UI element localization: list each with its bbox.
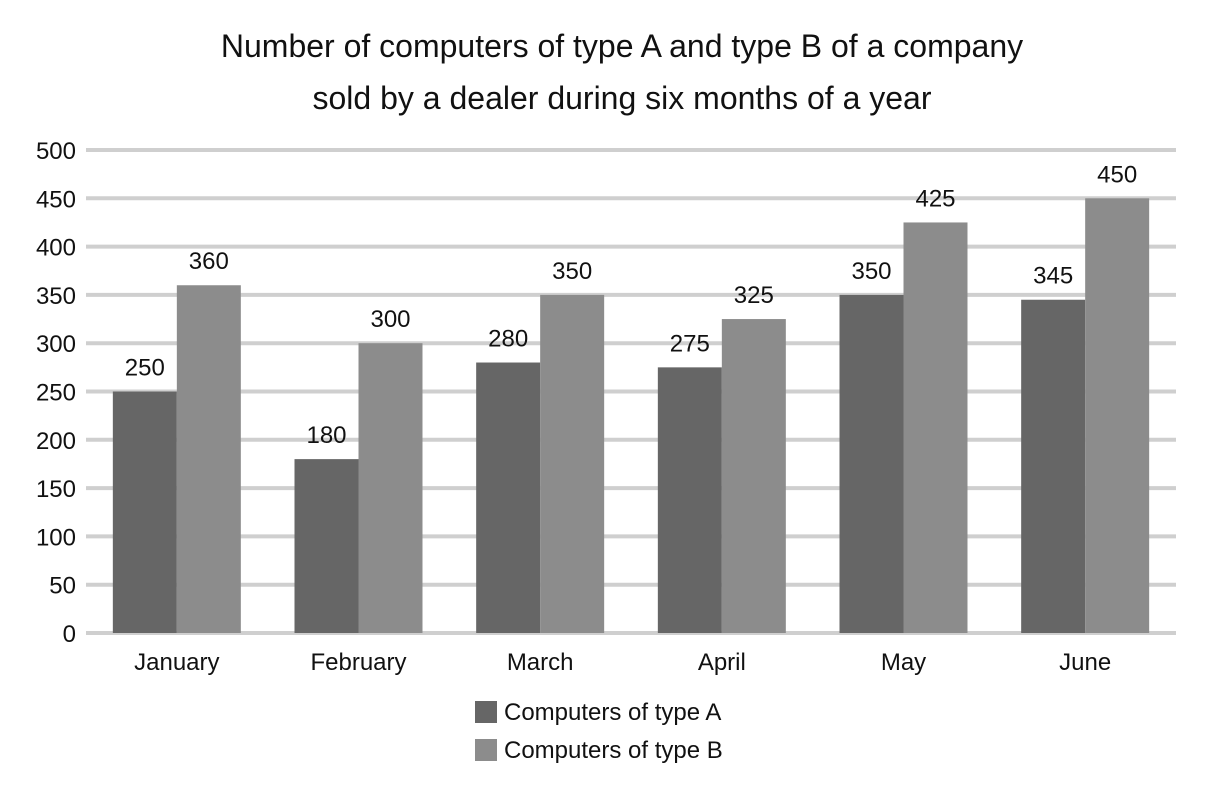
bar-type-a: [1021, 299, 1086, 633]
bar-type-b: [1085, 198, 1150, 634]
y-axis: 0 50 100 150 200 250 300 350 400 450 500: [36, 138, 76, 648]
y-tick-label: 250: [36, 380, 76, 407]
x-tick-label: January: [134, 649, 219, 676]
data-label: 345: [1033, 263, 1073, 290]
legend-label-type-a: Computers of type A: [504, 699, 721, 726]
data-label: 350: [851, 258, 891, 285]
data-label: 350: [552, 258, 592, 285]
bar-type-a: [657, 367, 722, 633]
y-tick-label: 150: [36, 476, 76, 503]
data-label: 275: [670, 330, 710, 357]
bar-type-a: [839, 294, 904, 633]
y-tick-label: 350: [36, 283, 76, 310]
gridlines: [86, 148, 1176, 635]
data-label: 250: [125, 355, 165, 382]
y-tick-label: 100: [36, 524, 76, 551]
bar-type-b: [721, 319, 786, 633]
data-label: 325: [734, 282, 774, 309]
bar-type-b: [540, 294, 605, 633]
data-label: 360: [189, 248, 229, 275]
y-tick-label: 400: [36, 235, 76, 262]
y-tick-label: 500: [36, 138, 76, 165]
x-tick-label: February: [310, 649, 406, 676]
data-label: 450: [1097, 161, 1137, 188]
bar-type-b: [358, 343, 423, 633]
data-label: 280: [488, 326, 528, 353]
y-tick-label: 0: [63, 621, 76, 648]
x-tick-label: May: [881, 649, 926, 676]
bar-type-b: [903, 222, 968, 633]
chart-title-line-2: sold by a dealer during six months of a …: [313, 80, 932, 116]
bar-type-a: [112, 391, 177, 633]
bar-type-a: [294, 459, 359, 633]
y-tick-label: 450: [36, 186, 76, 213]
x-tick-label: April: [698, 649, 746, 676]
y-tick-label: 300: [36, 331, 76, 358]
y-tick-label: 50: [49, 573, 76, 600]
data-label: 425: [915, 185, 955, 212]
bar-type-a: [476, 362, 541, 633]
data-label: 300: [370, 306, 410, 333]
data-labels: 250 360 180 300 280 350 275 325 350 425 345 450: [125, 161, 1137, 449]
data-label: 180: [306, 422, 346, 449]
chart-title-line-1: Number of computers of type A and type B…: [221, 28, 1023, 64]
x-tick-label: March: [507, 649, 574, 676]
chart-title: Number of computers of type A and type B…: [221, 28, 1023, 116]
legend-label-type-b: Computers of type B: [504, 737, 723, 764]
x-axis: January February March April May June: [134, 649, 1111, 676]
legend: Computers of type A Computers of type B: [475, 699, 723, 764]
legend-swatch-type-b: [475, 739, 497, 761]
x-tick-label: June: [1059, 649, 1111, 676]
bar-type-b: [176, 285, 241, 633]
legend-swatch-type-a: [475, 701, 497, 723]
y-tick-label: 200: [36, 428, 76, 455]
bars: [112, 198, 1150, 634]
